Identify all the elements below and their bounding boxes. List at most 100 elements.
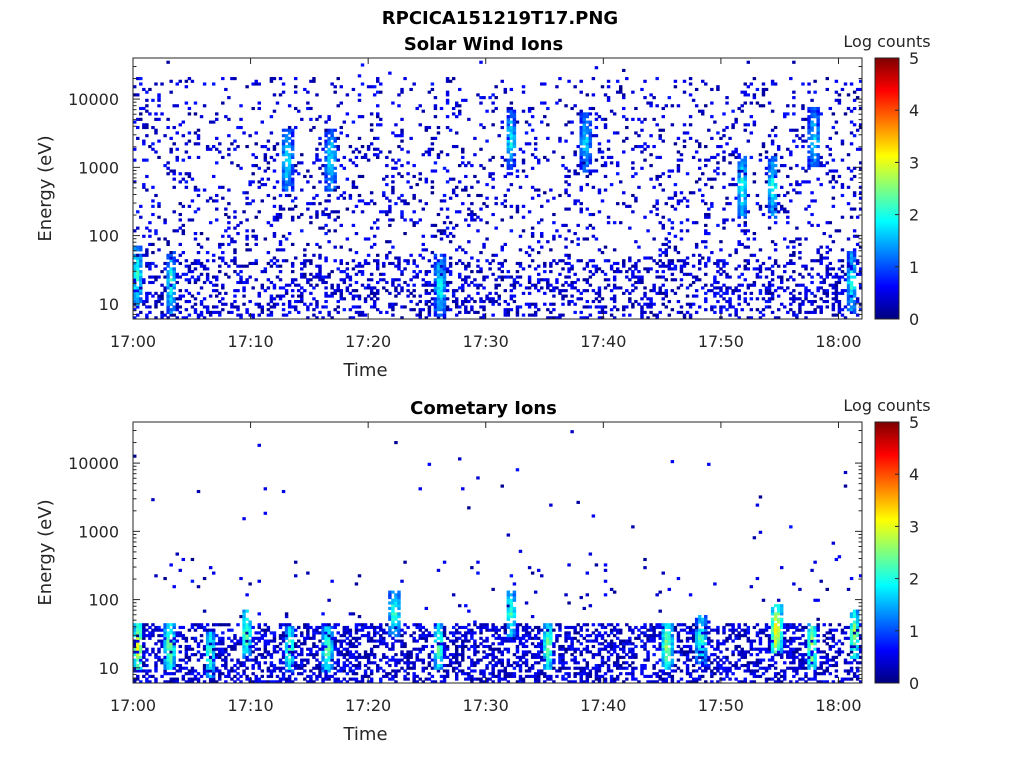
- spectrogram-cell: [728, 297, 732, 301]
- spectrogram-cell: [825, 172, 829, 176]
- spectrogram-cell: [366, 631, 371, 635]
- spectrogram-cell: [819, 305, 823, 309]
- spectrogram-cell: [740, 109, 744, 113]
- spectrogram-cell: [272, 283, 277, 287]
- spectrogram-cell: [193, 623, 198, 627]
- spectrogram-cell: [239, 642, 243, 646]
- spectrogram-cell: [269, 653, 274, 657]
- spectrogram-cell: [239, 104, 243, 108]
- spectrogram-cell: [439, 207, 444, 211]
- spectrogram-cell: [810, 259, 814, 263]
- spectrogram-cell: [254, 234, 258, 238]
- spectrogram-cell: [251, 286, 255, 290]
- spectrogram-cell: [357, 261, 362, 266]
- spectrogram-cell: [315, 158, 319, 162]
- spectrogram-cell: [746, 283, 751, 287]
- spectrogram-cell: [764, 166, 769, 170]
- spectrogram-cell: [600, 199, 605, 203]
- spectrogram-cell: [269, 223, 274, 227]
- spectrogram-cell: [382, 642, 386, 646]
- spectrogram-cell: [266, 302, 271, 306]
- spectrogram-cell: [196, 136, 201, 140]
- spectrogram-cell: [564, 174, 568, 179]
- spectrogram-cell: [139, 650, 143, 654]
- spectrogram-cell: [357, 680, 362, 683]
- spectrogram-cell: [363, 625, 368, 630]
- spectrogram-cell: [658, 136, 662, 140]
- spectrogram-cell: [737, 242, 741, 246]
- spectrogram-cell: [445, 207, 450, 211]
- spectrogram-cell: [157, 650, 161, 654]
- spectrogram-cell: [834, 299, 839, 304]
- spectrogram-cell: [722, 150, 726, 154]
- spectrogram-cell: [303, 264, 307, 268]
- spectrogram-cell: [333, 623, 337, 627]
- spectrogram-cell: [175, 131, 179, 135]
- spectrogram-cell: [615, 131, 620, 135]
- spectrogram-cell: [594, 169, 599, 173]
- spectrogram-cell: [795, 237, 799, 241]
- spectrogram-cell: [272, 196, 277, 200]
- spectrogram-cell: [473, 212, 477, 217]
- spectrogram-cell: [579, 297, 583, 301]
- spectrogram-cell: [846, 302, 851, 306]
- spectrogram-cell: [770, 310, 775, 314]
- spectrogram-cell: [309, 261, 313, 266]
- spectrogram-cell: [321, 653, 325, 657]
- spectrogram-cell: [269, 672, 274, 676]
- spectrogram-cell: [792, 294, 796, 298]
- spectrogram-cell: [157, 155, 161, 159]
- spectrogram-cell: [379, 123, 383, 127]
- spectrogram-cell: [290, 669, 295, 673]
- spectrogram-cell: [376, 104, 380, 108]
- spectrogram-cell: [293, 634, 298, 638]
- spectrogram-cell: [549, 302, 553, 306]
- spectrogram-cell: [245, 623, 249, 627]
- spectrogram-cell: [333, 218, 337, 222]
- spectrogram-cell: [758, 270, 763, 274]
- spectrogram-cell: [290, 145, 295, 149]
- spectrogram-cell: [743, 177, 747, 181]
- spectrogram-cell: [248, 183, 252, 187]
- spectrogram-cell: [160, 628, 164, 632]
- spectrogram-cell: [433, 280, 438, 285]
- spectrogram-cell: [257, 677, 261, 681]
- spectrogram-cell: [315, 658, 319, 662]
- spectrogram-cell: [175, 82, 179, 86]
- spectrogram-cell: [382, 272, 386, 276]
- spectrogram-cell: [287, 653, 292, 657]
- spectrogram-cell: [767, 164, 772, 168]
- spectrogram-cell: [664, 294, 668, 298]
- spectrogram-cell: [737, 264, 741, 268]
- spectrogram-cell: [215, 305, 219, 309]
- spectrogram-cell: [849, 305, 854, 309]
- spectrogram-cell: [336, 680, 340, 683]
- spectrogram-cell: [321, 680, 325, 683]
- spectrogram-cell: [293, 661, 298, 665]
- spectrogram-cell: [293, 85, 298, 89]
- spectrogram-cell: [786, 310, 790, 314]
- spectrogram-cell: [594, 112, 599, 116]
- spectrogram-cell: [713, 294, 717, 298]
- spectrogram-cell: [503, 199, 508, 203]
- spectrogram-cell: [400, 289, 404, 293]
- spectrogram-cell: [403, 77, 407, 81]
- spectrogram-cell: [825, 87, 829, 92]
- spectrogram-cell: [318, 275, 322, 279]
- spectrogram-cell: [533, 147, 538, 151]
- spectrogram-cell: [133, 454, 137, 458]
- spectrogram-cell: [333, 289, 337, 293]
- spectrogram-cell: [640, 150, 644, 154]
- spectrogram-cell: [676, 286, 681, 290]
- spectrogram-cell: [716, 223, 720, 227]
- spectrogram-cell: [366, 661, 371, 665]
- spectrogram-cell: [473, 218, 477, 222]
- spectrogram-cell: [397, 259, 401, 263]
- spectrogram-cell: [187, 291, 192, 295]
- spectrogram-cell: [169, 655, 173, 659]
- spectrogram-cell: [482, 308, 486, 312]
- spectrogram-cell: [846, 153, 851, 157]
- spectrogram-cell: [163, 631, 167, 635]
- spectrogram-cell: [658, 155, 662, 159]
- spectrogram-cell: [810, 212, 814, 217]
